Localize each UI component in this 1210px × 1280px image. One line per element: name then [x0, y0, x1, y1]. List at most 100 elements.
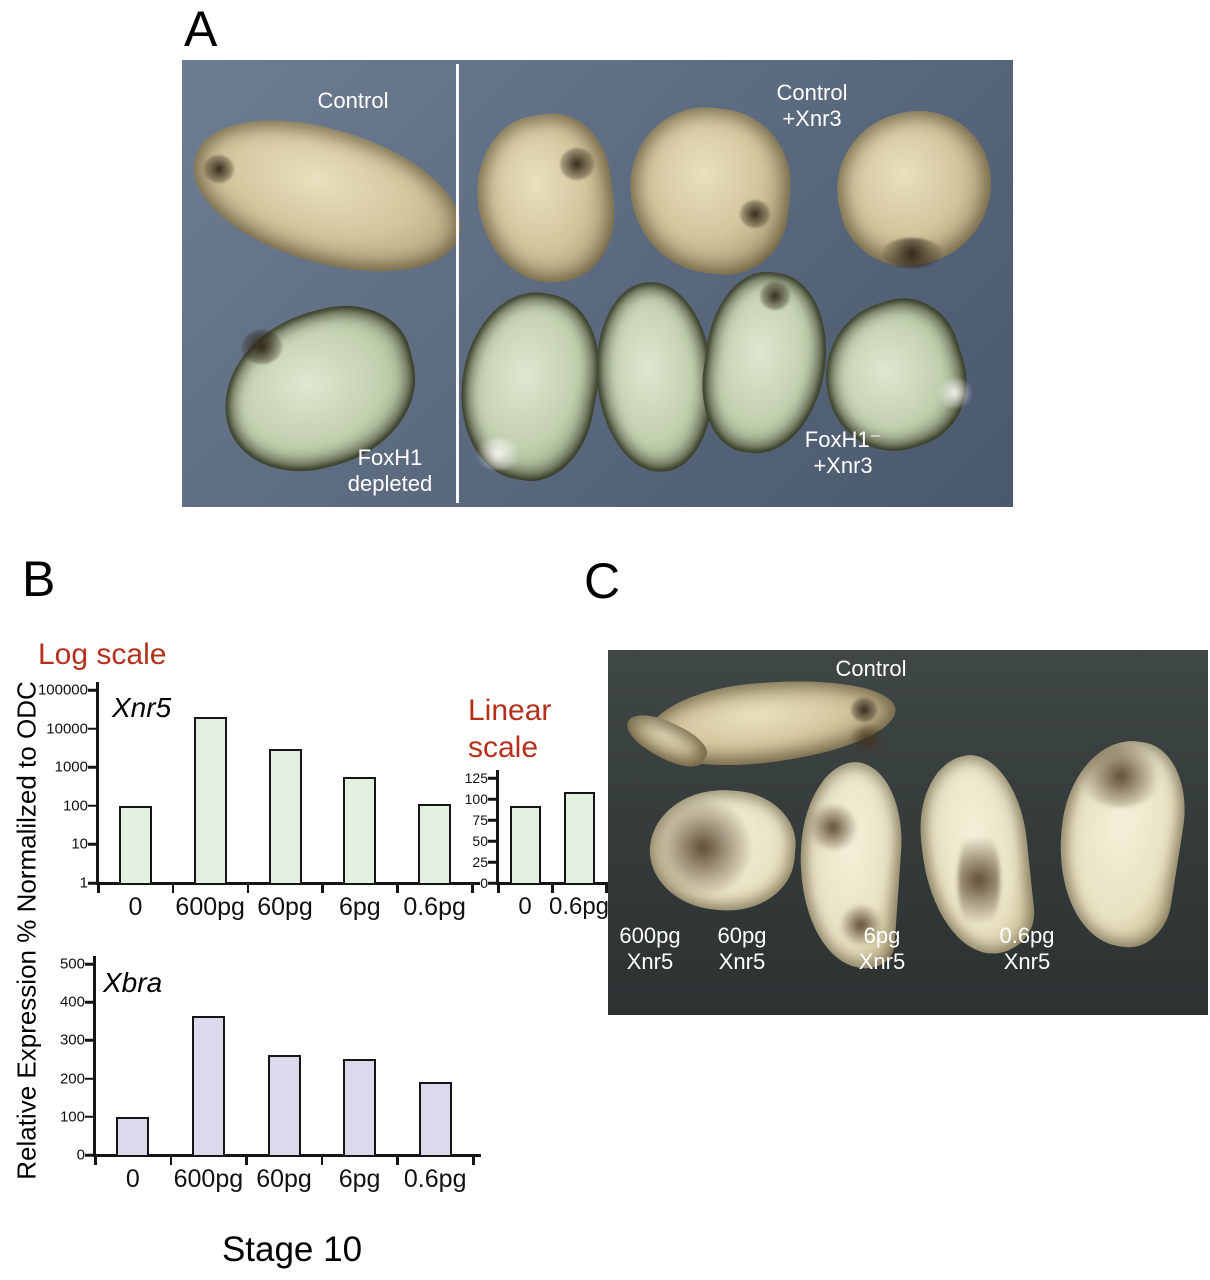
x-tick	[471, 885, 474, 893]
y-axis	[96, 682, 99, 885]
embryo-foxh1-depleted-spot	[242, 330, 282, 364]
x-tick	[321, 885, 324, 893]
y-tick	[488, 818, 496, 822]
panel-a-foxh1-depleted-label: FoxH1 depleted	[348, 445, 432, 497]
y-tick-label: 125	[464, 770, 488, 786]
y-tick-label: 400	[59, 993, 85, 1011]
panel-c-60pg-label: 60pg Xnr5	[718, 923, 767, 975]
panel-c-60pg-line2: Xnr5	[718, 949, 766, 974]
y-tick	[488, 860, 496, 864]
x-tick-label: 0	[518, 893, 532, 920]
chart-xbra: 0 100 200 300 400 500 0 600pg 60pg 6pg 0.6pg	[60, 956, 481, 1193]
embryo-foxh1-xnr3-1-fleck	[474, 438, 522, 470]
y-tick	[88, 843, 96, 846]
x-tick	[169, 1157, 173, 1165]
panel-a-foxh1-xnr3-line2: +Xnr3	[813, 453, 873, 478]
stage-label: Stage 10	[221, 1230, 363, 1269]
y-tick-label: 1	[79, 874, 88, 892]
panel-a-control-xnr3-line2: +Xnr3	[782, 106, 842, 131]
x-axis	[496, 882, 614, 885]
x-tick-label: 0	[125, 1165, 140, 1193]
x-tick-label: 0.6pg	[548, 893, 610, 920]
panel-c-6pg-line1: 6pg	[863, 923, 901, 948]
panel-c-60pg-line1: 60pg	[717, 923, 767, 948]
y-tick	[85, 1039, 93, 1042]
x-tick-label: 600pg	[175, 893, 245, 921]
y-tick	[488, 839, 496, 843]
embryo-control-xnr3-2-spot	[740, 200, 770, 228]
y-tick-label: 300	[59, 1031, 85, 1049]
bar	[418, 804, 452, 883]
y-tick-label: 100	[59, 1108, 85, 1126]
linear-scale-title: Linear scale	[468, 692, 551, 766]
x-tick	[171, 885, 175, 893]
x-tick	[396, 1157, 399, 1165]
bar	[116, 1116, 150, 1155]
y-tick	[488, 776, 496, 780]
x-tick-label: 600pg	[173, 1165, 244, 1193]
embryo-foxh1-xnr3-4-fleck	[937, 378, 973, 408]
y-tick	[85, 1000, 93, 1004]
embryo-foxh1-xnr3-2	[590, 278, 719, 476]
panel-c-600pg-label: 600pg Xnr5	[619, 923, 680, 975]
embryo-c-0-6pg-patch	[1078, 745, 1163, 807]
bar	[418, 1082, 452, 1155]
panel-a-foxh1-xnr3-label: FoxH1⁻ +Xnr3	[805, 427, 881, 479]
y-tick-label: 0	[480, 875, 488, 891]
panel-c-0-6pg-label: 0.6pg Xnr5	[999, 923, 1054, 975]
y-tick	[88, 765, 96, 769]
y-tick	[85, 962, 93, 966]
x-tick-label: 60pg	[256, 1165, 312, 1193]
y-tick-label: 100	[464, 791, 488, 807]
x-tick	[97, 885, 100, 893]
panel-a-divider	[456, 64, 459, 503]
x-tick	[245, 1157, 248, 1165]
x-tick-label: 0.6pg	[403, 893, 466, 921]
x-axis	[93, 1154, 481, 1157]
x-tick	[551, 885, 554, 893]
y-tick-label: 10	[71, 835, 88, 853]
chart-xnr5-log: 1 10 100 1000 10000 100000 0 600pg 60pg 6pg 0.6pg	[38, 682, 480, 921]
y-tick-label: 0	[76, 1146, 85, 1164]
y-tick-label: 1000	[54, 758, 88, 776]
embryo-foxh1-xnr3-1	[446, 281, 613, 491]
panel-a-control-xnr3-line1: Control	[776, 80, 848, 105]
y-tick	[88, 804, 96, 808]
bar	[343, 777, 377, 883]
panel-c-letter: C	[584, 553, 621, 609]
linear-scale-title-line2: scale	[468, 731, 539, 764]
panel-c-600pg-line1: 600pg	[619, 923, 681, 948]
embryo-c-6pg-patch	[958, 825, 1000, 935]
y-axis	[496, 770, 499, 885]
panel-a-foxh1-depleted-line2: depleted	[347, 471, 433, 496]
panel-c-0-6pg-line2: Xnr5	[1003, 949, 1051, 974]
embryo-control-xnr3-3-spot	[882, 238, 942, 268]
y-tick-label: 100	[62, 797, 88, 815]
embryo-c-control-patch	[848, 725, 886, 753]
embryo-c-600pg-patch	[656, 800, 751, 895]
y-tick-label: 75	[472, 812, 488, 828]
y-tick-label: 500	[59, 955, 85, 973]
bar	[509, 805, 541, 883]
y-tick	[88, 688, 96, 692]
x-tick-label: 6pg	[338, 893, 381, 921]
y-tick-label: 25	[472, 854, 488, 870]
chart-linear-inset: 0 25 50 75 100 125 0 0.6pg	[465, 770, 614, 920]
y-tick	[85, 1077, 93, 1080]
log-scale-title: Log scale	[38, 638, 167, 671]
x-tick	[94, 1157, 97, 1165]
xbra-gene-label: Xbra	[103, 967, 163, 998]
panel-b-letter: B	[22, 551, 56, 607]
x-tick	[497, 885, 500, 893]
y-tick	[85, 1115, 93, 1119]
x-tick	[246, 885, 250, 893]
panel-a-letter: A	[184, 1, 218, 57]
panel-c-6pg-label: 6pg Xnr5	[859, 923, 905, 975]
embryo-foxh1-xnr3-3-spot	[760, 282, 790, 310]
bar	[268, 748, 302, 883]
panel-a-photo: Control Control +Xnr3 FoxH1 depleted Fox…	[182, 60, 1013, 507]
embryo-control-xnr3-2	[621, 100, 799, 281]
panel-c-photo: Control 600pg Xnr5 60pg Xnr5 6pg Xnr5 0.…	[608, 650, 1208, 1015]
panel-c-6pg-line2: Xnr5	[858, 949, 906, 974]
